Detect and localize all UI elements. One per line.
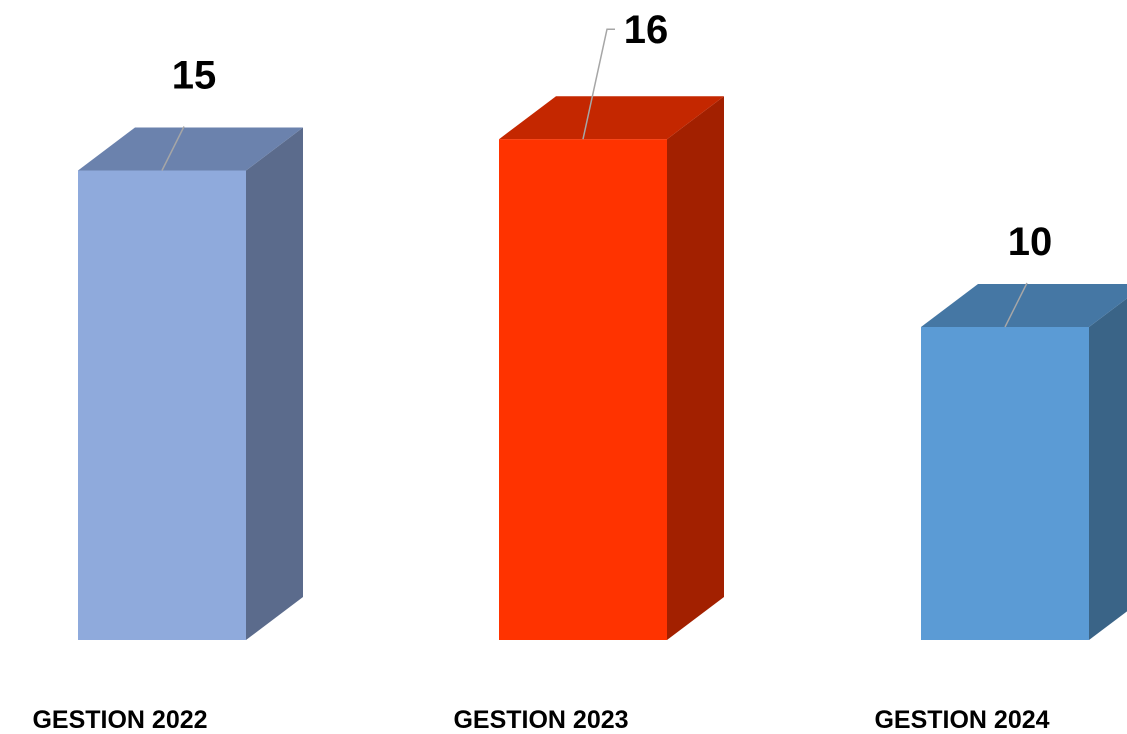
category-label: GESTION 2022: [32, 706, 207, 734]
category-label: GESTION 2024: [874, 706, 1049, 734]
bar-gestion-2023: [499, 96, 724, 640]
bar-top-face: [499, 96, 724, 140]
leader-line: [1004, 282, 1028, 328]
category-label: GESTION 2023: [453, 706, 628, 734]
bar-front-face: [921, 327, 1089, 640]
category-labels-group: GESTION 2022 GESTION 2023 GESTION 2024: [32, 706, 1049, 734]
bar-side-face: [1089, 298, 1127, 640]
leader-line: [161, 126, 185, 171]
data-label: 16: [624, 8, 669, 52]
leader-line: [582, 28, 615, 140]
value-labels-group: 15 16 10: [172, 8, 1053, 264]
bar-front-face: [499, 139, 667, 640]
bar-side-face: [246, 127, 303, 640]
bar-top-face: [921, 284, 1127, 327]
bar-gestion-2022: [78, 127, 303, 640]
data-label: 10: [1008, 220, 1053, 264]
bar-side-face: [667, 96, 724, 640]
data-label: 15: [172, 54, 217, 98]
bar-top-face: [78, 127, 303, 171]
bar-front-face: [78, 170, 246, 640]
bar-gestion-2024: [921, 284, 1127, 640]
bars-group: [78, 96, 1127, 640]
leader-lines-group: [161, 28, 1028, 328]
